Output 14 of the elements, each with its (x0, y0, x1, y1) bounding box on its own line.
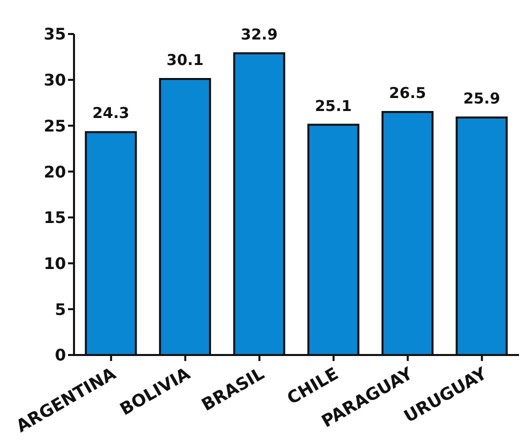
y-tick-label: 0 (54, 346, 66, 365)
y-tick-label: 5 (54, 300, 66, 319)
y-tick-label: 15 (44, 208, 66, 228)
y-tick-label: 35 (44, 24, 66, 44)
y-tick-label: 25 (44, 116, 66, 136)
y-tick-label: 30 (44, 70, 66, 90)
data-label: 25.9 (463, 89, 500, 108)
data-label: 25.1 (314, 96, 352, 115)
data-label: 26.5 (389, 84, 426, 102)
data-label: 32.9 (240, 25, 278, 44)
data-label: 30.1 (166, 50, 204, 69)
data-label: 24.3 (92, 104, 130, 122)
y-tick-label: 10 (44, 254, 66, 273)
y-tick-label: 20 (44, 162, 66, 182)
